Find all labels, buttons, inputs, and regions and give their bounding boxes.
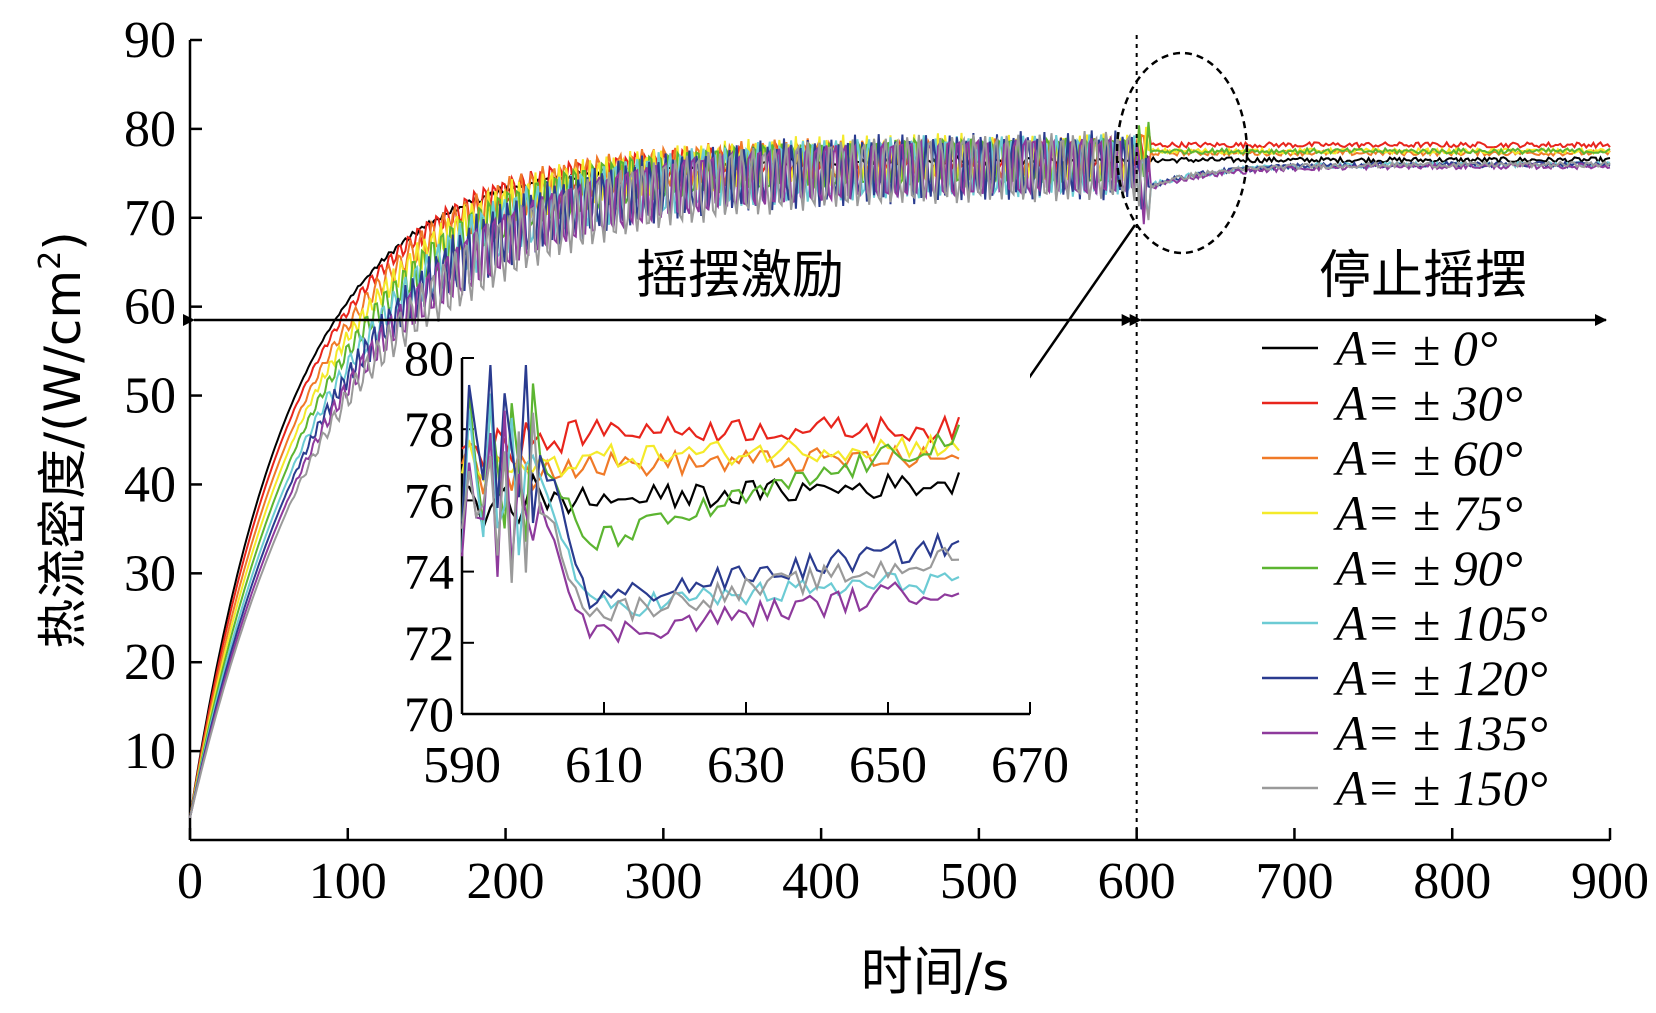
inset-series-line <box>460 365 960 610</box>
legend-label: A= ± 105° <box>1333 595 1548 651</box>
legend-label: A= ± 90° <box>1333 540 1523 596</box>
y-axis-title-main: 热流密度/(W/cm <box>34 270 92 649</box>
inset-ticks: 590 610 630 650 670 70 72 74 76 78 80 <box>404 330 1069 794</box>
inset-y-tick-label: 80 <box>404 330 454 386</box>
y-tick-label: 60 <box>124 279 176 336</box>
y-axis-title-text: 热流密度/(W/cm2) <box>33 231 92 648</box>
inset-series <box>460 365 961 644</box>
y-tick-label: 20 <box>124 634 176 691</box>
inset-y-tick-label: 74 <box>404 544 454 600</box>
y-tick-label: 30 <box>124 545 176 602</box>
x-tick-label: 200 <box>467 853 545 910</box>
inset-series-line <box>461 414 961 473</box>
main-ticks: 0 100 200 300 400 500 600 700 800 900 10 20 30 40 50 60… <box>124 12 1649 910</box>
inset-x-tick-label: 590 <box>423 737 501 794</box>
y-tick-label: 80 <box>124 101 176 158</box>
inset-series-line <box>460 412 960 623</box>
legend-label: A= ± 30° <box>1333 375 1523 431</box>
legend-label: A= ± 135° <box>1333 705 1548 761</box>
x-axis-title: 时间/s <box>861 943 1010 1003</box>
inset-x-tick-label: 670 <box>991 737 1069 794</box>
main-axes <box>188 40 1610 842</box>
inset-series-line <box>460 393 960 617</box>
inset-x-tick-label: 630 <box>707 737 785 794</box>
legend-label: A= ± 75° <box>1333 485 1523 541</box>
y-axis-title-close: ) <box>34 231 92 251</box>
inset-y-tick-label: 78 <box>404 401 454 457</box>
inset-chart: 590 610 630 650 670 70 72 74 76 78 80 <box>404 330 1069 794</box>
x-tick-label: 800 <box>1413 853 1491 910</box>
inset-series-line <box>460 383 961 552</box>
y-axis-title: 热流密度/(W/cm2) <box>33 231 92 648</box>
x-tick-label: 400 <box>782 853 860 910</box>
inset-background <box>462 358 1030 714</box>
zoom-pointer-arrow <box>1013 224 1137 399</box>
main-series-line <box>189 131 1611 819</box>
legend-label: A= ± 150° <box>1333 760 1548 816</box>
x-tick-label: 300 <box>624 853 702 910</box>
x-tick-label: 0 <box>177 853 203 910</box>
legend: A= ± 0°A= ± 30°A= ± 60°A= ± 75°A= ± 90°A… <box>1262 320 1548 816</box>
inset-x-tick-label: 610 <box>565 737 643 794</box>
main-series-line <box>189 129 1611 818</box>
y-tick-label: 10 <box>124 723 176 780</box>
inset-y-tick-label: 76 <box>404 472 454 528</box>
legend-label: A= ± 0° <box>1333 320 1498 376</box>
y-tick-label: 90 <box>124 12 176 69</box>
x-tick-label: 100 <box>309 853 387 910</box>
main-series <box>189 121 1611 819</box>
inset-x-tick-label: 650 <box>849 737 927 794</box>
inset-series-line <box>461 471 961 532</box>
x-tick-label: 900 <box>1571 853 1649 910</box>
y-tick-label: 70 <box>124 190 176 247</box>
inset-series-line <box>460 410 960 644</box>
swing-region-label: 摇摆激励 <box>636 246 844 306</box>
stop-region-label: 停止摇摆 <box>1319 246 1527 306</box>
zoom-region-ellipse <box>1115 51 1249 255</box>
inset-y-tick-label: 72 <box>404 615 454 671</box>
x-tick-label: 600 <box>1098 853 1176 910</box>
inset-series-line <box>460 433 960 483</box>
inset-y-tick-label: 70 <box>404 686 454 742</box>
legend-label: A= ± 60° <box>1333 430 1523 486</box>
y-tick-label: 40 <box>124 456 176 513</box>
y-axis-title-sup: 2 <box>33 251 68 270</box>
legend-label: A= ± 120° <box>1333 650 1548 706</box>
x-tick-label: 500 <box>940 853 1018 910</box>
y-tick-label: 50 <box>124 368 176 425</box>
main-series-line <box>189 134 1611 819</box>
x-tick-label: 700 <box>1255 853 1333 910</box>
